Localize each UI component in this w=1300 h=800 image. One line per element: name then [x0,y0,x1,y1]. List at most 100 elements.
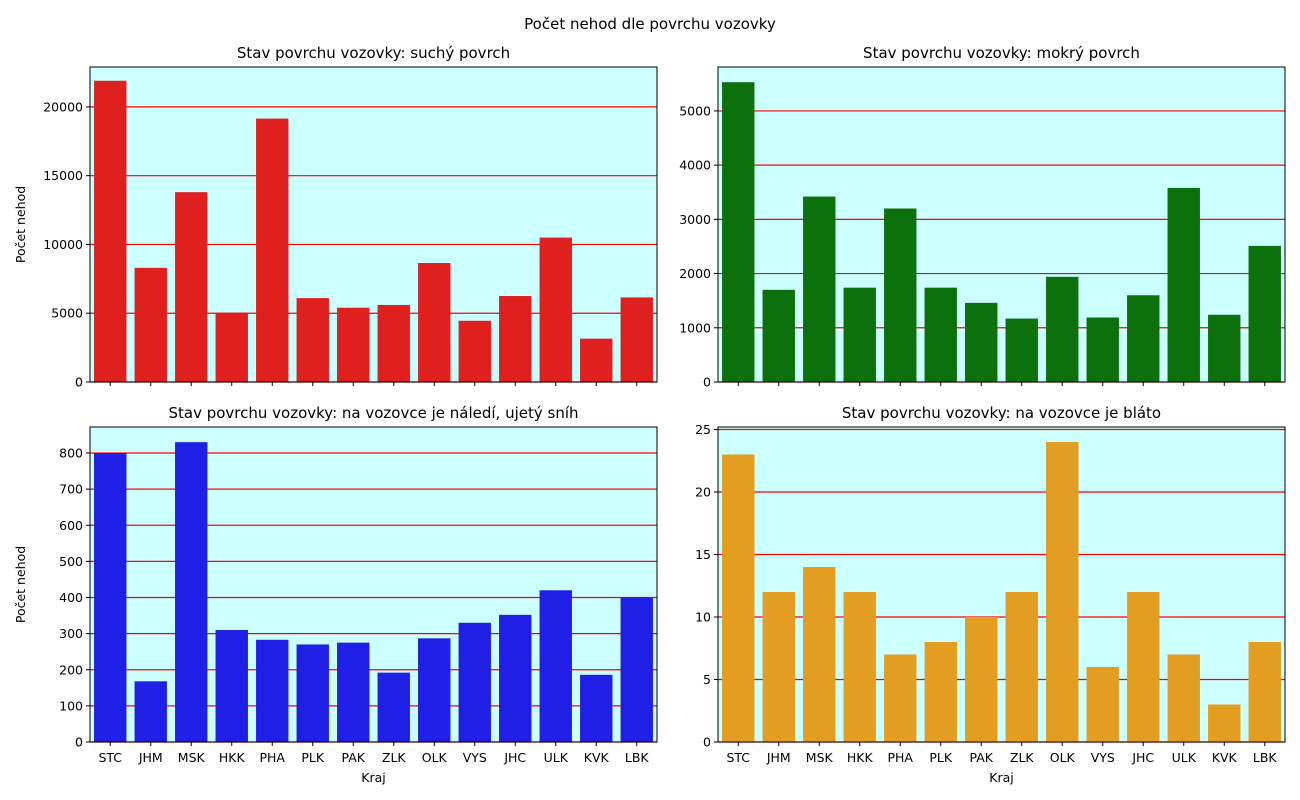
chart-panel-4: 0 5 10 15 20 25 STC JHM MSK HKK PHA PLK PAK ZLK OLK VYS… [695,404,1286,785]
x-tick-label: HKK [219,750,246,765]
bar-OLK [418,638,451,742]
bar-HKK [843,287,876,382]
chart-title: Stav povrchu vozovky: na vozovce je nále… [168,404,578,422]
y-tick-label: 2000 [679,266,711,281]
bar-HKK [215,312,248,382]
x-tick-label: MSK [806,750,834,765]
bar-ULK [539,237,572,382]
bar-PHA [256,639,289,742]
y-tick-label: 700 [59,482,83,497]
bar-PAK [965,302,998,382]
x-axis-label: Kraj [361,770,385,785]
y-tick-label: 5000 [679,103,711,118]
bar-PHA [884,654,917,742]
bar-JHM [134,267,167,382]
bar-ULK [539,590,572,742]
figure-suptitle: Počet nehod dle povrchu vozovky [524,15,776,33]
y-tick-label: 3000 [679,212,711,227]
x-tick-label: JHC [1131,750,1154,765]
y-tick-label: 100 [59,698,83,713]
bar-JHC [1127,592,1160,742]
bar-LBK [1248,245,1281,382]
chart-panel-2: 0 1000 2000 3000 4000 5000 Stav povrchu vozovk… [679,44,1286,390]
y-tick-label: 5000 [51,306,83,321]
y-axis-label: Počet nehod [13,186,28,263]
chart-title: Stav povrchu vozovky: suchý povrch [237,44,510,62]
y-tick-label: 15000 [43,168,83,183]
bar-STC [94,80,127,382]
bar-ZLK [377,672,410,742]
y-tick-label: 200 [59,662,83,677]
bar-STC [722,454,755,742]
bar-HKK [215,630,248,742]
y-tick-label: 0 [703,375,711,390]
plot-frame [89,426,658,743]
bar-PLK [924,642,957,742]
bar-STC [94,453,127,742]
bar-PHA [256,118,289,382]
bar-VYS [458,622,491,742]
x-tick-label: KVK [584,750,610,765]
y-tick-label: 1000 [679,320,711,335]
x-tick-label: JHM [766,750,791,765]
chart-panel-1: 0 5000 10000 15000 20000 Stav povrchu vozovky… [13,44,658,390]
bar-JHC [499,296,532,382]
x-tick-label: PLK [301,750,325,765]
bar-JHM [762,289,795,382]
x-tick-label: VYS [463,750,487,765]
bar-KVK [1208,704,1241,742]
bar-STC [722,82,755,382]
y-tick-label: 0 [75,375,83,390]
x-tick-label: OLK [422,750,448,765]
chart-panel-3: 0 100 200 300 400 500 600 700 800 STC JHM MSK HKK PHA… [13,404,658,785]
x-tick-label: STC [98,750,122,765]
y-tick-label: 20 [695,485,711,500]
plot-frame [89,66,658,383]
x-tick-label: ULK [544,750,569,765]
x-tick-label: OLK [1050,750,1076,765]
bar-ULK [1167,187,1200,382]
x-tick-label: LBK [1253,750,1278,765]
y-tick-label: 25 [695,422,711,437]
y-tick-label: 0 [703,735,711,750]
y-tick-label: 10000 [43,237,83,252]
bar-KVK [580,338,613,382]
chart-title: Stav povrchu vozovky: mokrý povrch [863,44,1140,62]
bar-MSK [803,567,836,742]
y-tick-label: 400 [59,590,83,605]
bar-VYS [458,320,491,382]
y-tick-label: 4000 [679,158,711,173]
bar-MSK [175,442,208,742]
x-tick-label: ZLK [1010,750,1035,765]
x-tick-label: JHM [138,750,163,765]
x-tick-label: PLK [929,750,953,765]
y-tick-label: 5 [703,672,711,687]
x-tick-label: HKK [847,750,874,765]
bar-JHM [762,592,795,742]
x-tick-label: ZLK [382,750,407,765]
x-tick-label: PHA [888,750,914,765]
y-tick-label: 500 [59,554,83,569]
bar-PAK [337,642,370,742]
x-tick-label: KVK [1212,750,1238,765]
y-tick-label: 300 [59,626,83,641]
bar-VYS [1086,667,1119,742]
y-tick-label: 600 [59,518,83,533]
bar-LBK [620,297,653,382]
x-tick-label: STC [726,750,750,765]
bar-OLK [418,263,451,382]
x-tick-label: PHA [260,750,286,765]
y-tick-label: 800 [59,446,83,461]
bar-PLK [296,644,329,742]
y-axis-label: Počet nehod [13,546,28,623]
bar-ULK [1167,654,1200,742]
plot-frame [717,426,1286,743]
x-tick-label: LBK [625,750,650,765]
x-tick-label: MSK [178,750,206,765]
chart-title: Stav povrchu vozovky: na vozovce je blát… [842,404,1161,422]
y-tick-label: 15 [695,547,711,562]
bar-JHC [1127,295,1160,382]
bar-ZLK [377,304,410,382]
y-tick-label: 0 [75,735,83,750]
bar-HKK [843,592,876,742]
